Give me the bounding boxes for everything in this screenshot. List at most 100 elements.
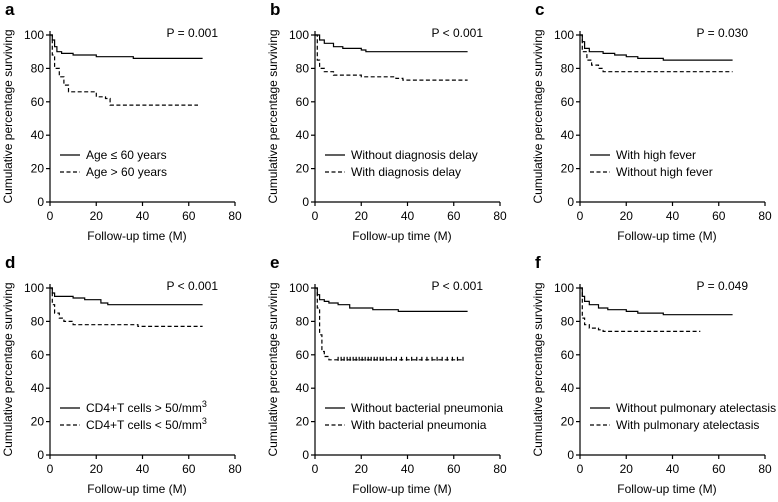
y-tick-label: 60: [561, 95, 575, 109]
y-tick-label: 20: [296, 162, 310, 176]
legend-label: CD4+T cells < 50/mm3: [86, 416, 207, 432]
x-tick-label: 80: [493, 462, 507, 476]
x-tick-label: 40: [401, 462, 415, 476]
x-tick-label: 40: [136, 209, 150, 223]
y-tick-label: 20: [31, 162, 45, 176]
panel-letter: e: [270, 253, 279, 272]
legend-label: Without bacterial pneumonia: [351, 401, 503, 415]
x-tick-label: 40: [666, 209, 680, 223]
x-tick-label: 40: [401, 209, 415, 223]
y-tick-label: 80: [561, 314, 575, 328]
x-tick-label: 60: [447, 462, 461, 476]
legend-label: With high fever: [616, 148, 696, 162]
y-tick-label: 100: [289, 28, 309, 42]
y-tick-label: 0: [37, 195, 44, 209]
y-tick-label: 0: [302, 195, 309, 209]
y-tick-label: 100: [554, 28, 574, 42]
y-tick-label: 40: [296, 128, 310, 142]
x-tick-label: 80: [758, 209, 772, 223]
x-axis-label: Follow-up time (M): [617, 482, 716, 496]
survival-curve-2: [580, 287, 701, 332]
x-tick-label: 20: [620, 209, 634, 223]
survival-curve-2: [580, 34, 733, 73]
legend-label: Age > 60 years: [86, 165, 167, 179]
survival-curve-1: [315, 34, 468, 53]
x-tick-label: 60: [447, 209, 461, 223]
panel-letter: f: [535, 253, 541, 272]
x-tick-label: 80: [493, 209, 507, 223]
panel-f: f 0 20 40 60 80 100 0 20 40 60 80 Follow-up time (M)…: [531, 253, 776, 496]
y-axis-label: Cumulative percentage surviving: [266, 29, 280, 203]
legend-label: CD4+T cells > 50/mm3: [86, 399, 207, 415]
y-tick-label: 80: [31, 314, 45, 328]
y-tick-label: 80: [296, 314, 310, 328]
panel-a: a 0 20 40 60 80 100 0 20 40 60 80 Follow-up time (M)…: [1, 0, 242, 243]
y-tick-label: 80: [296, 61, 310, 75]
x-tick-label: 60: [712, 209, 726, 223]
panel-d: d 0 20 40 60 80 100 0 20 40 60 80 Follow-up time (M)…: [1, 253, 242, 496]
x-tick-label: 0: [47, 209, 54, 223]
panel-letter: c: [535, 0, 544, 19]
panel-e: e 0 20 40 60 80 100 0 20 40 60 80 Follow-up time (M)…: [266, 253, 507, 496]
survival-curve-1: [580, 287, 733, 316]
x-axis-label: Follow-up time (M): [87, 482, 186, 496]
panel-letter: b: [270, 0, 280, 19]
y-tick-label: 100: [24, 28, 44, 42]
p-value: P < 0.001: [167, 279, 219, 293]
panel-c: c 0 20 40 60 80 100 0 20 40 60 80 Follow-up time (M)…: [531, 0, 772, 243]
y-tick-label: 40: [31, 128, 45, 142]
survival-curve-1: [315, 287, 468, 312]
y-tick-label: 20: [31, 415, 45, 429]
x-tick-label: 60: [712, 462, 726, 476]
legend-label: Age ≤ 60 years: [86, 148, 167, 162]
panel-b: b 0 20 40 60 80 100 0 20 40 60 80 Follow-up time (M)…: [266, 0, 507, 243]
p-value: P < 0.001: [432, 26, 484, 40]
legend-label: With bacterial pneumonia: [351, 418, 487, 432]
legend-label: With diagnosis delay: [351, 165, 461, 179]
x-axis-label: Follow-up time (M): [617, 229, 716, 243]
y-tick-label: 0: [567, 448, 574, 462]
survival-curve-2: [50, 287, 203, 327]
y-axis-label: Cumulative percentage surviving: [531, 29, 545, 203]
x-tick-label: 40: [666, 462, 680, 476]
x-tick-label: 20: [90, 209, 104, 223]
y-axis-label: Cumulative percentage surviving: [1, 29, 15, 203]
legend-label: With pulmonary atelectasis: [616, 418, 759, 432]
x-tick-label: 0: [577, 209, 584, 223]
x-tick-label: 0: [47, 462, 54, 476]
y-tick-label: 60: [296, 95, 310, 109]
y-tick-label: 20: [561, 415, 575, 429]
y-tick-label: 40: [296, 381, 310, 395]
y-tick-label: 80: [561, 61, 575, 75]
x-axis-label: Follow-up time (M): [87, 229, 186, 243]
legend-label: Without high fever: [616, 165, 713, 179]
y-axis-label: Cumulative percentage surviving: [1, 282, 15, 456]
survival-curve-2: [315, 287, 463, 361]
x-tick-label: 20: [620, 462, 634, 476]
x-tick-label: 0: [577, 462, 584, 476]
x-tick-label: 0: [312, 209, 319, 223]
panel-letter: d: [5, 253, 15, 272]
x-tick-label: 40: [136, 462, 150, 476]
y-tick-label: 0: [37, 448, 44, 462]
x-tick-label: 60: [182, 209, 196, 223]
x-tick-label: 0: [312, 462, 319, 476]
x-tick-label: 20: [355, 209, 369, 223]
y-tick-label: 0: [567, 195, 574, 209]
y-tick-label: 40: [561, 128, 575, 142]
survival-curve-2: [315, 34, 468, 81]
x-tick-label: 60: [182, 462, 196, 476]
legend-label: Without pulmonary atelectasis: [616, 401, 776, 415]
p-value: P = 0.049: [697, 279, 749, 293]
y-tick-label: 0: [302, 448, 309, 462]
y-tick-label: 60: [31, 95, 45, 109]
y-tick-label: 100: [554, 281, 574, 295]
y-tick-label: 40: [561, 381, 575, 395]
y-axis-label: Cumulative percentage surviving: [531, 282, 545, 456]
y-tick-label: 100: [289, 281, 309, 295]
y-tick-label: 60: [31, 348, 45, 362]
y-tick-label: 20: [296, 415, 310, 429]
p-value: P = 0.001: [167, 26, 219, 40]
